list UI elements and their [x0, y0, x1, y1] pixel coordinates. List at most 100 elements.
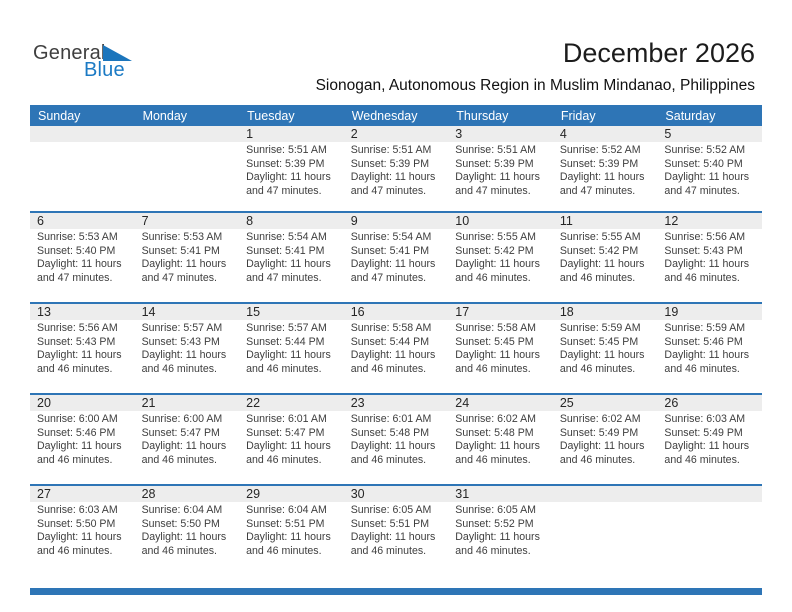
daylight-line-2: and 46 minutes. — [350, 453, 427, 466]
sunrise-line: Sunrise: 5:54 AM — [246, 231, 327, 243]
sunset-line: Sunset: 5:51 PM — [246, 517, 325, 530]
day-number: 2 — [350, 127, 358, 141]
day-number: 26 — [664, 396, 679, 410]
daylight-line-1: Daylight: 11 hours — [559, 440, 645, 453]
weekday-header-thursday: Thursday — [456, 108, 509, 123]
logo-text-blue: Blue — [84, 59, 125, 81]
sunrise-line: Sunrise: 6:04 AM — [246, 504, 327, 516]
day-cell: Sunrise: 5:59 AM Sunset: 5:46 PM Daylight:… — [657, 320, 762, 393]
daylight-line-1: Daylight: 11 hours — [246, 440, 331, 453]
day-cell: Sunrise: 5:57 AM Sunset: 5:43 PM Daylight:… — [135, 320, 240, 393]
day-cell: Sunrise: 6:03 AM Sunset: 5:49 PM Daylight:… — [657, 411, 762, 484]
daylight-line-2: and 46 minutes. — [141, 453, 217, 466]
day-number: 3 — [455, 127, 463, 141]
daylight-line-1: Daylight: 11 hours — [246, 349, 331, 362]
day-cell: Sunrise: 5:54 AM Sunset: 5:41 PM Daylight:… — [239, 229, 344, 302]
sunset-line: Sunset: 5:43 PM — [37, 335, 116, 348]
daylight-line-2: and 47 minutes. — [37, 271, 113, 284]
sunset-line: Sunset: 5:41 PM — [350, 244, 430, 257]
sunrise-line: Sunrise: 6:05 AM — [350, 504, 432, 516]
sunrise-line: Sunrise: 5:55 AM — [559, 231, 641, 243]
sunset-line: Sunset: 5:44 PM — [350, 335, 430, 348]
day-number-strip: 27 28 29 30 31 — [30, 486, 762, 502]
sunset-line: Sunset: 5:52 PM — [455, 517, 534, 530]
day-number: 18 — [559, 305, 574, 319]
daylight-line-1: Daylight: 11 hours — [141, 258, 227, 271]
calendar-grid: Sunday Monday Tuesday Wednesday Thursday… — [30, 105, 762, 588]
daylight-line-1: Daylight: 11 hours — [37, 258, 122, 271]
weekday-header-row: Sunday Monday Tuesday Wednesday Thursday… — [30, 105, 762, 126]
daylight-line-2: and 47 minutes. — [559, 184, 636, 197]
day-number: 4 — [559, 127, 567, 141]
day-number: 28 — [141, 487, 156, 501]
daylight-line-2: and 46 minutes. — [37, 453, 113, 466]
daylight-line-1: Daylight: 11 hours — [246, 531, 331, 544]
day-details-row: Sunrise: 5:53 AM Sunset: 5:40 PM Daylight:… — [30, 229, 762, 302]
week-row: 27 28 29 30 31 Sunrise: 6:03 AM Sunset: 5:50 P… — [30, 484, 762, 588]
daylight-line-2: and 47 minutes. — [141, 271, 217, 284]
day-number-strip: 20 21 22 23 24 25 26 — [30, 395, 762, 411]
day-cell: Sunrise: 6:00 AM Sunset: 5:47 PM Daylight:… — [135, 411, 240, 484]
day-cell: Sunrise: 5:51 AM Sunset: 5:39 PM Daylight:… — [239, 142, 344, 211]
sunset-line: Sunset: 5:47 PM — [141, 426, 220, 439]
daylight-line-1: Daylight: 11 hours — [455, 171, 540, 184]
day-number: 30 — [350, 487, 365, 501]
day-number: 27 — [37, 487, 51, 501]
daylight-line-2: and 46 minutes. — [141, 544, 217, 557]
general-blue-logo: General Blue — [33, 42, 173, 86]
sunrise-line: Sunrise: 5:51 AM — [350, 144, 432, 156]
sunset-line: Sunset: 5:49 PM — [664, 426, 743, 439]
day-number: 7 — [141, 214, 149, 228]
day-number: 13 — [37, 305, 51, 319]
weeks-container: 1 2 3 4 5 Sunrise: 5:51 AM Sunset: 5:39 PM Dayl… — [30, 126, 762, 588]
week-row: 6 7 8 9 10 11 12 Sunrise: 5:53 AM Sunset: 5:40 P… — [30, 211, 762, 302]
sunset-line: Sunset: 5:39 PM — [455, 157, 534, 170]
day-details-row: Sunrise: 6:00 AM Sunset: 5:46 PM Daylight:… — [30, 411, 762, 484]
sunrise-line: Sunrise: 6:01 AM — [246, 413, 327, 425]
daylight-line-2: and 46 minutes. — [246, 453, 322, 466]
day-cell: Sunrise: 6:00 AM Sunset: 5:46 PM Daylight:… — [30, 411, 135, 484]
sunset-line: Sunset: 5:50 PM — [141, 517, 220, 530]
sunset-line: Sunset: 5:39 PM — [559, 157, 639, 170]
day-cell: Sunrise: 5:56 AM Sunset: 5:43 PM Daylight:… — [30, 320, 135, 393]
day-cell: Sunrise: 6:04 AM Sunset: 5:51 PM Daylight:… — [239, 502, 344, 588]
sunrise-line: Sunrise: 5:52 AM — [664, 144, 746, 156]
daylight-line-2: and 46 minutes. — [455, 453, 531, 466]
empty-day-cell — [30, 142, 135, 211]
sunset-line: Sunset: 5:46 PM — [664, 335, 743, 348]
daylight-line-1: Daylight: 11 hours — [37, 440, 122, 453]
day-cell: Sunrise: 5:58 AM Sunset: 5:45 PM Daylight:… — [448, 320, 553, 393]
daylight-line-2: and 46 minutes. — [559, 271, 636, 284]
daylight-line-1: Daylight: 11 hours — [559, 349, 645, 362]
sunrise-line: Sunrise: 5:58 AM — [455, 322, 536, 334]
sunrise-line: Sunrise: 6:05 AM — [455, 504, 536, 516]
sunset-line: Sunset: 5:48 PM — [455, 426, 534, 439]
daylight-line-1: Daylight: 11 hours — [664, 440, 750, 453]
day-number: 22 — [246, 396, 261, 410]
day-number: 24 — [455, 396, 470, 410]
week-row: 20 21 22 23 24 25 26 Sunrise: 6:00 AM Sunset: 5:… — [30, 393, 762, 484]
day-cell: Sunrise: 6:01 AM Sunset: 5:47 PM Daylight:… — [239, 411, 344, 484]
day-number: 21 — [141, 396, 156, 410]
sunrise-line: Sunrise: 6:00 AM — [141, 413, 223, 425]
sunset-line: Sunset: 5:50 PM — [37, 517, 116, 530]
sunrise-line: Sunrise: 5:57 AM — [141, 322, 223, 334]
daylight-line-2: and 46 minutes. — [350, 362, 427, 375]
daylight-line-2: and 46 minutes. — [455, 544, 531, 557]
sunset-line: Sunset: 5:43 PM — [141, 335, 220, 348]
daylight-line-1: Daylight: 11 hours — [141, 349, 227, 362]
sunset-line: Sunset: 5:41 PM — [141, 244, 220, 257]
day-number: 17 — [455, 305, 470, 319]
day-number: 25 — [559, 396, 574, 410]
daylight-line-2: and 46 minutes. — [246, 362, 322, 375]
day-cell: Sunrise: 6:05 AM Sunset: 5:52 PM Daylight:… — [448, 502, 553, 588]
sunrise-line: Sunrise: 5:56 AM — [37, 322, 118, 334]
sunrise-line: Sunrise: 6:01 AM — [350, 413, 432, 425]
sunset-line: Sunset: 5:39 PM — [350, 157, 430, 170]
weekday-header-sunday: Sunday — [38, 108, 81, 123]
day-number-strip: 13 14 15 16 17 18 19 — [30, 304, 762, 320]
day-number: 12 — [664, 214, 679, 228]
day-cell: Sunrise: 5:53 AM Sunset: 5:41 PM Daylight:… — [135, 229, 240, 302]
sunrise-line: Sunrise: 6:02 AM — [455, 413, 536, 425]
empty-day-number — [30, 126, 135, 142]
